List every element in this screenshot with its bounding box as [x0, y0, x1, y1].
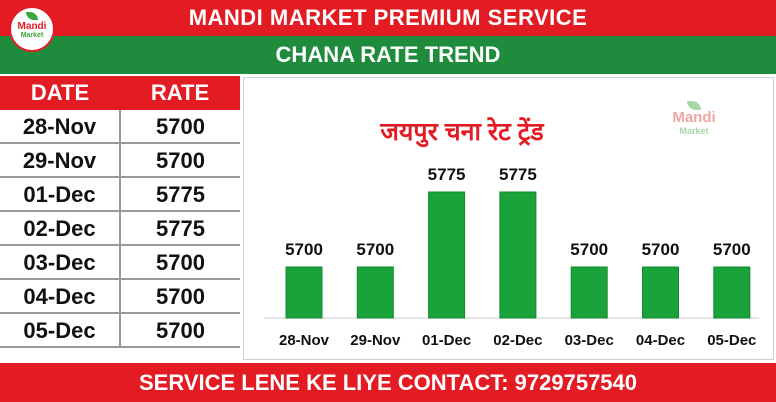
data-label: 5700: [356, 240, 394, 259]
chart-bar: [570, 266, 608, 319]
watermark-text-line1: Mandi: [672, 109, 716, 126]
table-row: 05-Dec 5700: [0, 314, 240, 348]
table-header: DATE RATE: [0, 76, 240, 110]
table-row: 03-Dec 5700: [0, 246, 240, 280]
subtitle-bar: CHANA RATE TREND: [0, 36, 776, 74]
x-tick-label: 28-Nov: [279, 332, 330, 349]
mandi-market-logo: Mandi Market: [9, 6, 55, 52]
table-row: 29-Nov 5700: [0, 144, 240, 178]
logo-text-line2: Market: [20, 32, 44, 39]
date-cell: 04-Dec: [0, 280, 121, 312]
data-label: 5700: [285, 240, 323, 259]
chart-title: जयपुर चना रेट ट्रेंड: [380, 118, 544, 146]
chart-bar: [428, 191, 466, 319]
header-title-bar: MANDI MARKET PREMIUM SERVICE: [0, 0, 776, 36]
chart-bar: [642, 266, 679, 319]
contact-footer: SERVICE LENE KE LIYE CONTACT: 9729757540: [0, 363, 776, 402]
data-label: 5775: [428, 165, 466, 184]
watermark-logo: Mandi Market: [664, 101, 724, 143]
x-tick-label: 03-Dec: [565, 332, 614, 349]
date-cell: 03-Dec: [0, 246, 121, 278]
logo-text-line1: Mandi: [17, 21, 47, 32]
date-cell: 05-Dec: [0, 314, 121, 346]
rate-cell: 5700: [156, 284, 205, 309]
chart-bar: [356, 266, 394, 319]
rate-trend-chart: जयपुर चना रेट ट्रेंड 5700 28-Nov 5700 29-No…: [243, 77, 774, 360]
data-label: 5700: [642, 240, 680, 259]
rate-table: DATE RATE 28-Nov 5700 29-Nov 5700 01-Dec 57…: [0, 76, 240, 348]
rate-cell: 5700: [156, 250, 205, 275]
watermark-text-line2: Market: [679, 126, 709, 136]
x-tick-label: 01-Dec: [422, 332, 471, 349]
rate-cell: 5775: [156, 182, 205, 207]
date-column-header: DATE: [30, 80, 90, 105]
x-tick-label: 05-Dec: [707, 332, 756, 349]
table-row: 01-Dec 5775: [0, 178, 240, 212]
header-title: MANDI MARKET PREMIUM SERVICE: [188, 5, 588, 30]
table-row: 02-Dec 5775: [0, 212, 240, 246]
rate-cell: 5700: [156, 114, 205, 139]
rate-column-header: RATE: [150, 80, 210, 105]
date-cell: 28-Nov: [0, 110, 121, 142]
date-cell: 02-Dec: [0, 212, 121, 244]
bar-chart-svg: 5700 28-Nov 5700 29-Nov 5775 01-Dec 5775 02-Dec…: [264, 165, 759, 349]
date-cell: 29-Nov: [0, 144, 121, 176]
chart-bar: [713, 266, 751, 319]
chart-bar: [285, 266, 323, 319]
rate-cell: 5700: [156, 148, 205, 173]
subtitle-text: CHANA RATE TREND: [275, 42, 501, 67]
leaf-icon: [26, 12, 38, 20]
date-cell: 01-Dec: [0, 178, 121, 210]
table-row: 04-Dec 5700: [0, 280, 240, 314]
rate-cell: 5700: [156, 318, 205, 343]
data-label: 5775: [499, 165, 537, 184]
table-row: 28-Nov 5700: [0, 110, 240, 144]
data-label: 5700: [570, 240, 608, 259]
chart-bar: [499, 191, 537, 319]
x-tick-label: 29-Nov: [350, 332, 401, 349]
rate-cell: 5775: [156, 216, 205, 241]
watermark-leaf-icon: [687, 101, 701, 110]
contact-text: SERVICE LENE KE LIYE CONTACT: 9729757540: [138, 370, 638, 395]
x-tick-label: 02-Dec: [493, 332, 542, 349]
data-label: 5700: [713, 240, 751, 259]
x-tick-label: 04-Dec: [636, 332, 685, 349]
